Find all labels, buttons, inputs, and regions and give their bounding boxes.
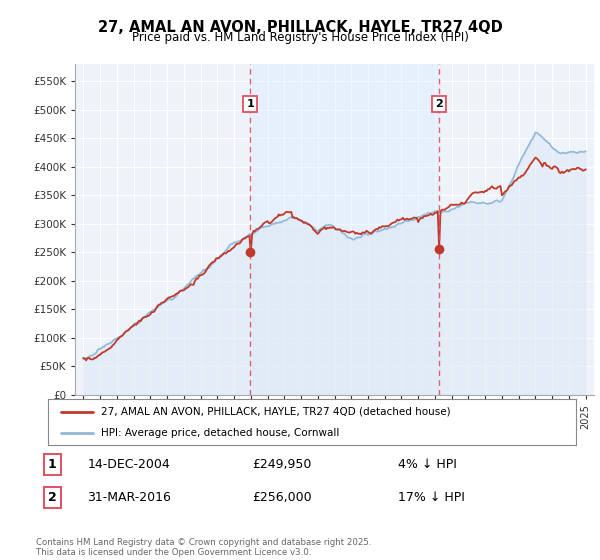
Text: 27, AMAL AN AVON, PHILLACK, HAYLE, TR27 4QD: 27, AMAL AN AVON, PHILLACK, HAYLE, TR27 … <box>98 20 502 35</box>
Text: 27, AMAL AN AVON, PHILLACK, HAYLE, TR27 4QD (detached house): 27, AMAL AN AVON, PHILLACK, HAYLE, TR27 … <box>101 407 451 417</box>
Text: 2: 2 <box>48 491 56 504</box>
Text: 31-MAR-2016: 31-MAR-2016 <box>88 491 171 504</box>
Text: £256,000: £256,000 <box>252 491 311 504</box>
Text: 4% ↓ HPI: 4% ↓ HPI <box>398 458 457 471</box>
Text: 2: 2 <box>435 99 443 109</box>
Text: 17% ↓ HPI: 17% ↓ HPI <box>398 491 464 504</box>
Text: 14-DEC-2004: 14-DEC-2004 <box>88 458 170 471</box>
Text: HPI: Average price, detached house, Cornwall: HPI: Average price, detached house, Corn… <box>101 428 339 438</box>
Text: Price paid vs. HM Land Registry's House Price Index (HPI): Price paid vs. HM Land Registry's House … <box>131 31 469 44</box>
Bar <box>250 64 439 395</box>
Text: 1: 1 <box>246 99 254 109</box>
Text: 1: 1 <box>48 458 56 471</box>
Text: Contains HM Land Registry data © Crown copyright and database right 2025.
This d: Contains HM Land Registry data © Crown c… <box>36 538 371 557</box>
Text: £249,950: £249,950 <box>252 458 311 471</box>
